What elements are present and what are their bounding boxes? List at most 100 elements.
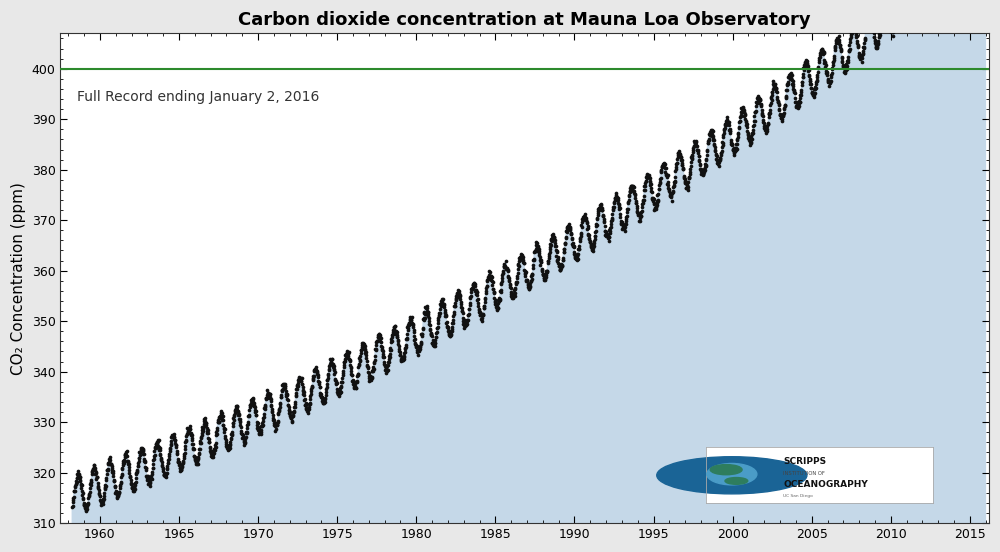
Point: [270, 409, 286, 418]
Point: [326, 365, 342, 374]
Point: [235, 434, 251, 443]
Point: [574, 222, 590, 231]
Point: [484, 281, 500, 290]
Point: [850, 41, 866, 50]
Point: [299, 404, 315, 413]
Point: [124, 480, 140, 489]
Point: [383, 337, 399, 346]
Point: [785, 77, 801, 86]
Point: [220, 444, 236, 453]
Point: [626, 183, 642, 192]
Point: [71, 474, 87, 482]
Point: [599, 231, 615, 240]
Point: [94, 497, 110, 506]
Point: [874, 10, 890, 19]
Point: [336, 363, 352, 372]
Point: [390, 339, 406, 348]
Point: [204, 447, 220, 456]
Point: [80, 500, 96, 508]
Point: [135, 445, 151, 454]
Point: [198, 419, 214, 428]
Point: [525, 255, 541, 264]
Point: [658, 163, 674, 172]
Point: [914, 0, 930, 7]
Point: [82, 487, 98, 496]
Point: [309, 369, 325, 378]
Point: [127, 485, 143, 493]
Point: [771, 100, 787, 109]
Point: [575, 214, 591, 223]
Point: [452, 290, 468, 299]
Point: [147, 443, 163, 452]
Point: [474, 317, 490, 326]
Point: [544, 237, 560, 246]
Point: [188, 458, 204, 466]
Point: [187, 456, 203, 465]
Point: [839, 65, 855, 73]
Point: [659, 179, 675, 188]
Point: [488, 302, 504, 311]
Point: [624, 181, 640, 190]
Point: [692, 160, 708, 169]
Point: [622, 183, 638, 192]
Point: [271, 405, 287, 413]
Point: [264, 404, 280, 413]
Point: [478, 286, 494, 295]
Point: [178, 436, 194, 444]
Point: [730, 132, 746, 141]
Point: [348, 383, 364, 392]
Point: [303, 384, 319, 393]
Point: [416, 316, 432, 325]
Point: [690, 146, 706, 155]
Point: [149, 438, 165, 447]
Point: [224, 430, 240, 439]
Point: [289, 381, 305, 390]
Point: [271, 406, 287, 415]
Point: [165, 431, 181, 439]
Point: [809, 71, 825, 79]
Point: [887, 17, 903, 26]
Point: [476, 304, 492, 312]
Point: [166, 433, 182, 442]
Point: [885, 31, 901, 40]
Point: [694, 167, 710, 176]
Point: [679, 181, 695, 189]
Point: [107, 481, 123, 490]
Point: [360, 363, 376, 371]
Point: [455, 309, 471, 317]
Point: [531, 245, 547, 254]
Point: [522, 278, 538, 287]
Point: [656, 161, 672, 169]
Point: [170, 458, 186, 467]
Point: [206, 449, 222, 458]
Point: [155, 464, 171, 473]
Point: [228, 405, 244, 413]
Point: [315, 395, 331, 404]
Point: [775, 112, 791, 120]
Point: [758, 126, 774, 135]
Point: [438, 311, 454, 320]
Point: [806, 92, 822, 101]
Point: [722, 126, 738, 135]
Point: [902, 12, 918, 21]
Point: [750, 93, 766, 102]
Point: [645, 195, 661, 204]
Point: [156, 469, 172, 478]
Point: [410, 346, 426, 354]
Point: [212, 414, 228, 423]
Point: [653, 167, 669, 176]
Point: [312, 383, 328, 392]
Point: [535, 270, 551, 279]
Point: [768, 87, 784, 95]
Point: [116, 458, 132, 467]
Point: [158, 469, 174, 478]
Point: [124, 484, 140, 492]
Point: [444, 319, 460, 327]
Point: [175, 457, 191, 466]
Point: [483, 273, 499, 282]
Point: [557, 239, 573, 248]
Point: [178, 432, 194, 440]
Point: [683, 162, 699, 171]
Point: [611, 203, 627, 211]
Point: [584, 245, 600, 253]
